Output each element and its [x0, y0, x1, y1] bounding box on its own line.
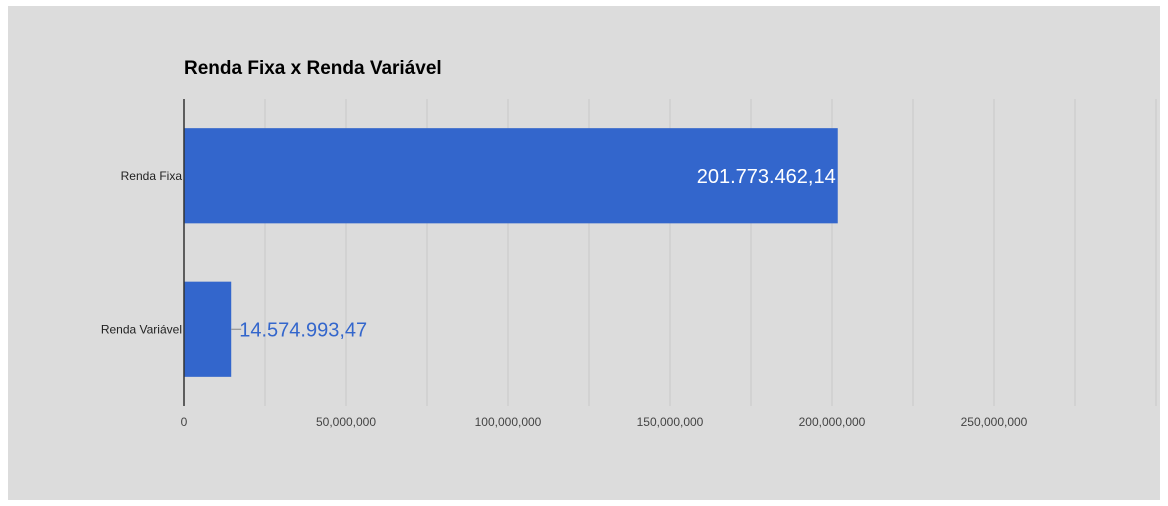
chart-title: Renda Fixa x Renda Variável: [184, 58, 442, 79]
category-labels: Renda Fixa Renda Variável: [101, 169, 182, 337]
x-tick-label: 250,000,000: [961, 415, 1028, 429]
data-label: 14.574.993,47: [239, 319, 367, 341]
category-label: Renda Fixa: [121, 169, 183, 183]
x-tick-label: 100,000,000: [475, 415, 542, 429]
x-tick-label: 150,000,000: [637, 415, 704, 429]
data-labels: 201.773.462,14 14.574.993,47: [231, 166, 836, 341]
x-tick-label: 200,000,000: [799, 415, 866, 429]
bar: [184, 128, 838, 224]
chart-card: Renda Fixa x Renda Variável 0 50,000,000 1…: [8, 6, 1160, 500]
bar: [184, 281, 232, 377]
bar-chart: Renda Fixa x Renda Variável 0 50,000,000 1…: [101, 58, 1157, 429]
x-axis-ticks: 0 50,000,000 100,000,000 150,000,000 200,000…: [181, 415, 1028, 429]
x-tick-label: 0: [181, 415, 188, 429]
x-tick-label: 50,000,000: [316, 415, 376, 429]
category-label: Renda Variável: [101, 322, 182, 336]
data-label: 201.773.462,14: [697, 166, 836, 188]
bars: [184, 128, 838, 377]
